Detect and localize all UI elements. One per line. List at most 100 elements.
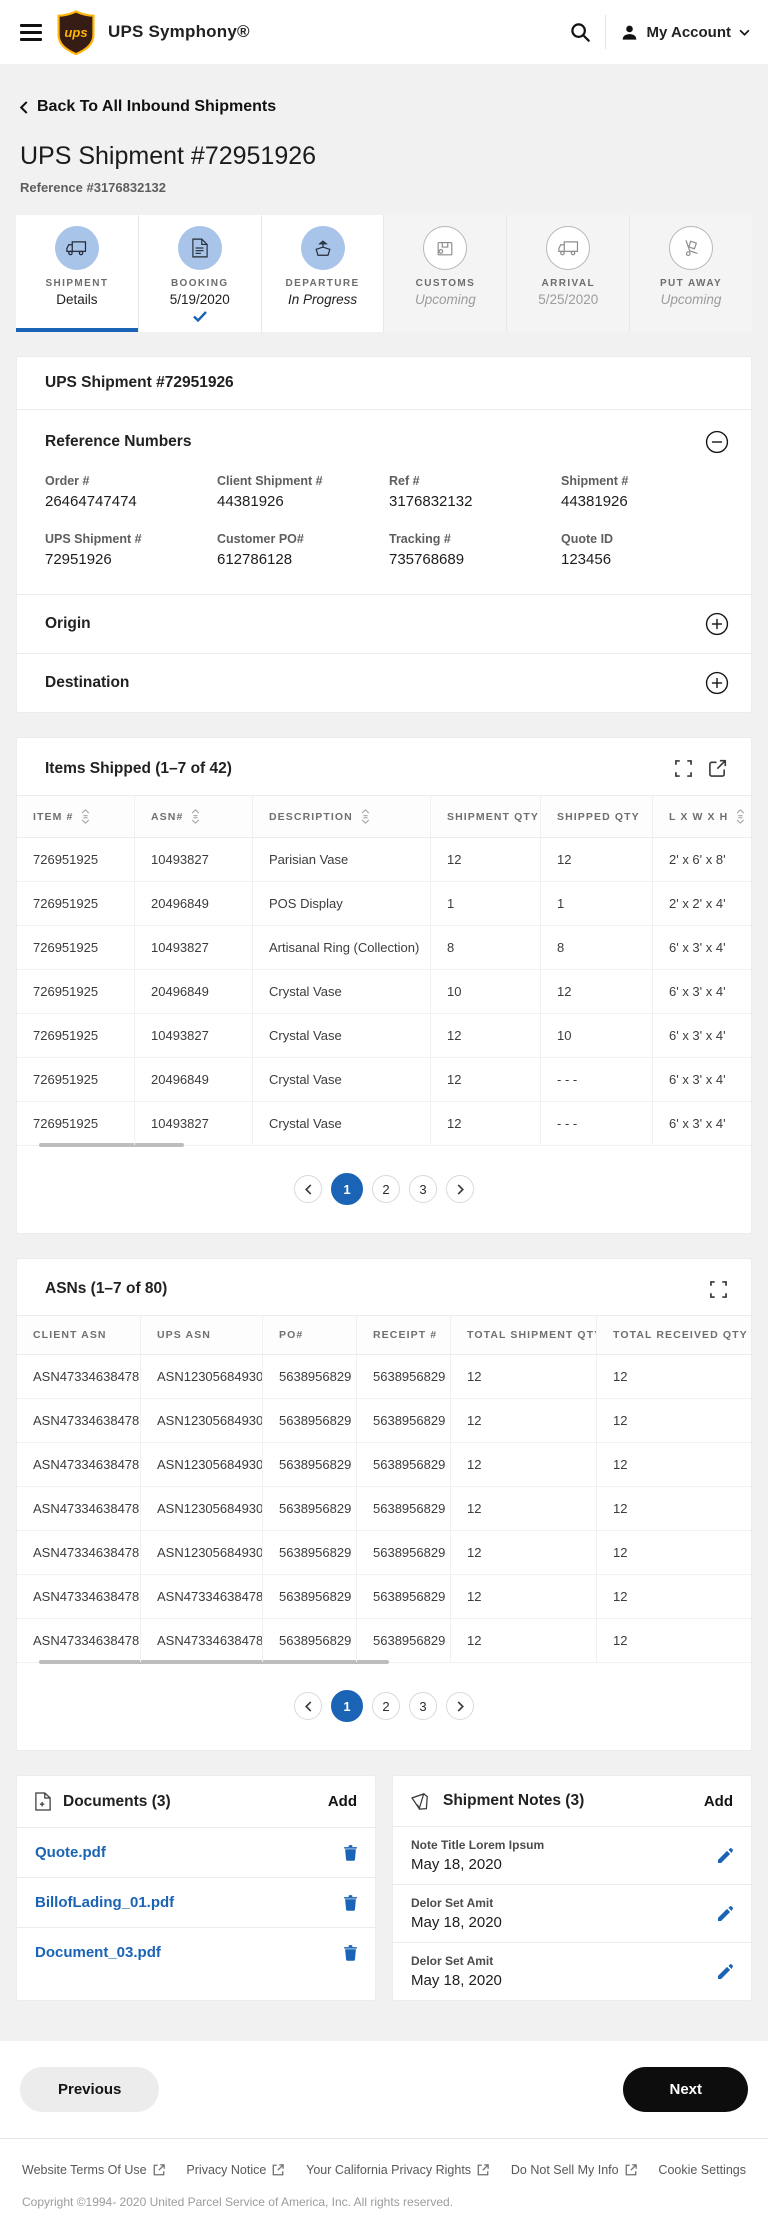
- cell-ups-asn: ASN47334638478: [141, 1619, 263, 1662]
- footer-link[interactable]: Your California Privacy Rights: [306, 2163, 489, 2177]
- hamburger-menu-icon[interactable]: [18, 20, 44, 45]
- table-row[interactable]: 726951925 20496849 POS Display 1 1 2' x …: [17, 882, 751, 926]
- add-document-button[interactable]: Add: [327, 1793, 357, 1810]
- prev-page-button[interactable]: [294, 1175, 322, 1203]
- table-row[interactable]: 726951925 20496849 Crystal Vase 12 - - -…: [17, 1058, 751, 1102]
- pencil-edit-icon[interactable]: [718, 1906, 733, 1921]
- column-header-label: SHIPPED QTY: [557, 810, 640, 823]
- table-row[interactable]: 726951925 20496849 Crystal Vase 10 12 6'…: [17, 970, 751, 1014]
- cell-total-received-qty: 12: [613, 1457, 628, 1472]
- step-booking[interactable]: BOOKING 5/19/2020: [138, 215, 262, 332]
- cell-client-asn: ASN47334638478: [17, 1443, 141, 1486]
- cell-receipt: 5638956829: [357, 1531, 451, 1574]
- step-put-away[interactable]: PUT AWAY Upcoming: [630, 215, 752, 332]
- asns-column-header[interactable]: CLIENT ASN: [17, 1316, 141, 1354]
- shipment-details-card: UPS Shipment #72951926 Reference Numbers…: [16, 356, 752, 713]
- step-customs[interactable]: CUSTOMS Upcoming: [384, 215, 508, 332]
- items-column-header[interactable]: SHIPPED QTY: [541, 796, 653, 837]
- asns-column-header[interactable]: TOTAL RECEIVED QTY: [597, 1316, 751, 1354]
- asns-column-header[interactable]: RECEIPT #: [357, 1316, 451, 1354]
- field-label: Quote ID: [561, 532, 614, 546]
- items-column-header[interactable]: L X W X H: [653, 796, 751, 837]
- document-link[interactable]: Quote.pdf: [35, 1844, 106, 1861]
- trash-icon[interactable]: [344, 1894, 357, 1911]
- asns-column-header[interactable]: TOTAL SHIPMENT QTY: [451, 1316, 597, 1354]
- trash-icon[interactable]: [344, 1944, 357, 1961]
- cell-asn: 10493827: [135, 926, 253, 969]
- page-3-button[interactable]: 3: [409, 1175, 437, 1203]
- pencil-edit-icon[interactable]: [718, 1848, 733, 1863]
- page-1-button[interactable]: 1: [331, 1173, 363, 1205]
- footer-link[interactable]: Privacy Notice: [186, 2163, 285, 2177]
- table-row[interactable]: ASN47334638478 ASN47334638478 5638956829…: [17, 1619, 751, 1663]
- page-3-button[interactable]: 3: [409, 1692, 437, 1720]
- destination-section-toggle[interactable]: Destination: [17, 653, 751, 712]
- table-row[interactable]: 726951925 10493827 Artisanal Ring (Colle…: [17, 926, 751, 970]
- items-column-header[interactable]: SHIPMENT QTY: [431, 796, 541, 837]
- reference-field: Customer PO# 612786128: [217, 532, 379, 568]
- cell-client-asn: ASN47334638478: [17, 1575, 141, 1618]
- search-icon[interactable]: [569, 21, 591, 43]
- asns-card: ASNs (1–7 of 80) CLIENT ASN UPS ASN PO# …: [16, 1258, 752, 1751]
- table-row[interactable]: ASN47334638478 ASN12305684930 5638956829…: [17, 1443, 751, 1487]
- asns-column-header[interactable]: PO#: [263, 1316, 357, 1354]
- expand-fullscreen-icon[interactable]: [710, 1280, 727, 1298]
- footer-link[interactable]: Cookie Settings: [658, 2163, 746, 2177]
- asns-column-header[interactable]: UPS ASN: [141, 1316, 263, 1354]
- page-2-button[interactable]: 2: [372, 1175, 400, 1203]
- table-row[interactable]: ASN47334638478 ASN12305684930 5638956829…: [17, 1531, 751, 1575]
- table-row[interactable]: 726951925 10493827 Parisian Vase 12 12 2…: [17, 838, 751, 882]
- pencil-edit-icon[interactable]: [718, 1964, 733, 1979]
- trash-icon[interactable]: [344, 1844, 357, 1861]
- page-1-button[interactable]: 1: [331, 1690, 363, 1722]
- table-row[interactable]: 726951925 10493827 Crystal Vase 12 10 6'…: [17, 1014, 751, 1058]
- cell-item-number: 726951925: [17, 1014, 135, 1057]
- cell-asn: 10493827: [135, 838, 253, 881]
- document-link[interactable]: BillofLading_01.pdf: [35, 1894, 175, 1911]
- cell-total-received-qty: 12: [613, 1545, 628, 1560]
- asns-table-body: ASN47334638478 ASN12305684930 5638956829…: [17, 1355, 751, 1663]
- footer-link[interactable]: Website Terms Of Use: [22, 2163, 165, 2177]
- table-row[interactable]: ASN47334638478 ASN12305684930 5638956829…: [17, 1487, 751, 1531]
- table-row[interactable]: 726951925 10493827 Crystal Vase 12 - - -…: [17, 1102, 751, 1146]
- horizontal-scrollbar[interactable]: [17, 1143, 751, 1149]
- items-column-header[interactable]: DESCRIPTION: [253, 796, 431, 837]
- external-link-icon: [272, 2164, 285, 2176]
- note-date: May 18, 2020: [411, 1972, 502, 1989]
- document-link[interactable]: Document_03.pdf: [35, 1944, 161, 1961]
- table-row[interactable]: ASN47334638478 ASN12305684930 5638956829…: [17, 1355, 751, 1399]
- sort-icon: [736, 809, 745, 824]
- expand-plus-icon[interactable]: [705, 612, 729, 636]
- step-arrival[interactable]: ARRIVAL 5/25/2020: [507, 215, 631, 332]
- footer-link-label: Your California Privacy Rights: [306, 2163, 472, 2177]
- horizontal-scrollbar[interactable]: [17, 1660, 751, 1666]
- back-to-shipments-link[interactable]: Back To All Inbound Shipments: [20, 98, 748, 116]
- ups-logo[interactable]: ups: [57, 9, 95, 55]
- origin-section-toggle[interactable]: Origin: [17, 594, 751, 653]
- my-account-button[interactable]: My Account: [620, 23, 750, 42]
- cell-total-received-qty: 12: [613, 1369, 628, 1384]
- expand-plus-icon[interactable]: [705, 671, 729, 695]
- next-page-button[interactable]: [446, 1692, 474, 1720]
- items-column-header[interactable]: ITEM #: [17, 796, 135, 837]
- step-shipment[interactable]: SHIPMENT Details: [16, 215, 139, 332]
- items-column-header[interactable]: ASN#: [135, 796, 253, 837]
- expand-fullscreen-icon[interactable]: [675, 760, 692, 777]
- cell-total-shipment-qty: 12: [451, 1487, 597, 1530]
- collapse-minus-icon[interactable]: [705, 430, 729, 454]
- next-page-button[interactable]: [446, 1175, 474, 1203]
- items-shipped-header: Items Shipped (1–7 of 42): [17, 738, 751, 795]
- page-2-button[interactable]: 2: [372, 1692, 400, 1720]
- table-row[interactable]: ASN47334638478 ASN47334638478 5638956829…: [17, 1575, 751, 1619]
- footer-link[interactable]: Do Not Sell My Info: [511, 2163, 637, 2177]
- items-pagination: 1 2 3: [17, 1149, 751, 1233]
- next-button[interactable]: Next: [623, 2067, 748, 2112]
- footer-link-label: Do Not Sell My Info: [510, 2163, 619, 2177]
- export-share-icon[interactable]: [708, 759, 727, 778]
- prev-page-button[interactable]: [294, 1692, 322, 1720]
- previous-button[interactable]: Previous: [20, 2067, 160, 2112]
- add-note-button[interactable]: Add: [703, 1792, 733, 1810]
- step-departure[interactable]: DEPARTURE In Progress: [261, 215, 385, 332]
- note-title: Note Title Lorem Ipsum: [411, 1838, 545, 1852]
- table-row[interactable]: ASN47334638478 ASN12305684930 5638956829…: [17, 1399, 751, 1443]
